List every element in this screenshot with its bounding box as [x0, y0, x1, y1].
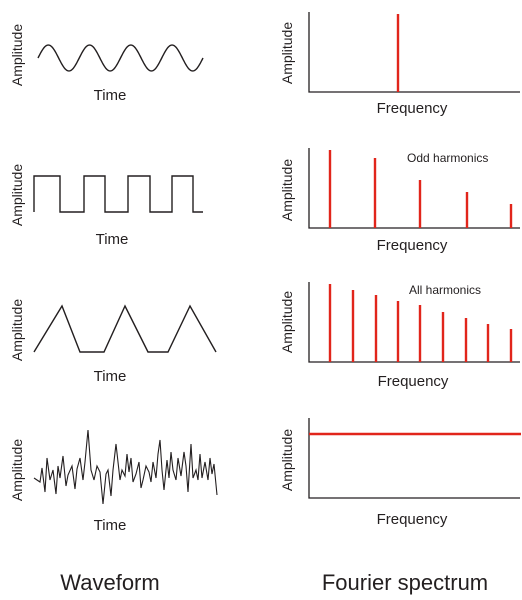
spectrum-xlabel: Frequency — [377, 237, 448, 254]
spectrum-xlabel: Frequency — [377, 100, 448, 117]
sine-waveform — [37, 44, 204, 72]
row-sine: Amplitude Time Amplitude Frequency — [9, 12, 520, 117]
spectrum-annotation: Odd harmonics — [407, 151, 488, 165]
waveform-ylabel: Amplitude — [9, 439, 25, 501]
spectrum-axes — [308, 12, 520, 93]
spectrum-ylabel: Amplitude — [279, 291, 295, 353]
waveform-column-title: Waveform — [60, 570, 159, 595]
spectrum-annotation: All harmonics — [409, 283, 481, 297]
waveform-xlabel: Time — [94, 517, 127, 534]
row-triangle: Amplitude Time Amplitude All harmonics F… — [9, 282, 520, 390]
spectrum-xlabel: Frequency — [378, 373, 449, 390]
spectrum-column-title: Fourier spectrum — [322, 570, 488, 595]
spectrum-ylabel: Amplitude — [279, 429, 295, 491]
spectrum-axes — [308, 148, 520, 229]
spectrum-axes — [308, 282, 520, 363]
waveform-xlabel: Time — [94, 87, 127, 104]
spectrum-axes — [308, 418, 520, 499]
spectrum-ylabel: Amplitude — [279, 22, 295, 84]
spectrum-xlabel: Frequency — [377, 511, 448, 528]
row-noise: Amplitude Time Amplitude Frequency — [9, 418, 521, 534]
triangle-waveform — [33, 304, 217, 353]
square-waveform — [33, 175, 203, 213]
all-harmonic-spikes — [328, 284, 513, 362]
row-square: Amplitude Time Amplitude Odd harmonics F… — [9, 148, 520, 254]
waveform-ylabel: Amplitude — [9, 299, 25, 361]
noise-waveform — [33, 429, 218, 505]
waveform-ylabel: Amplitude — [9, 164, 25, 226]
waveform-xlabel: Time — [96, 231, 129, 248]
odd-harmonic-spikes — [328, 150, 513, 228]
spectrum-ylabel: Amplitude — [279, 159, 295, 221]
waveform-ylabel: Amplitude — [9, 24, 25, 86]
waveform-xlabel: Time — [94, 368, 127, 385]
